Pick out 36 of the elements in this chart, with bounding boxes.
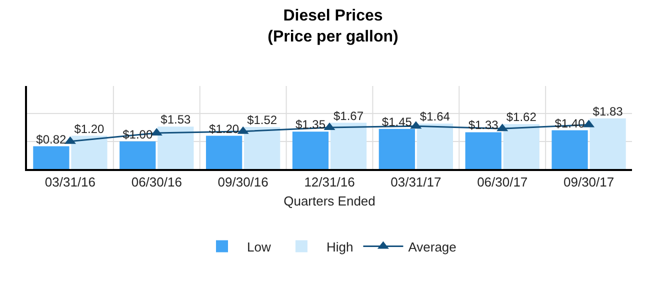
- bar: [503, 124, 540, 169]
- x-tick-label: 03/31/16: [44, 174, 96, 190]
- bar: [378, 128, 415, 169]
- data-label: $0.82: [36, 132, 67, 146]
- bar: [244, 126, 280, 169]
- data-label: $1.83: [592, 104, 624, 118]
- legend-label: High: [326, 239, 354, 254]
- x-tick-label: 12/31/16: [304, 174, 355, 190]
- bar: [465, 132, 502, 169]
- x-tick-label: 06/30/17: [477, 174, 528, 190]
- data-label: $1.62: [506, 110, 537, 124]
- legend-label: Low: [247, 239, 272, 254]
- x-tick-label: 09/30/17: [563, 174, 614, 190]
- x-tick-label: 03/31/17: [390, 174, 442, 190]
- chart-title: Diesel Prices (Price per gallon): [268, 8, 398, 46]
- bar: [552, 130, 588, 169]
- bar: [330, 122, 367, 169]
- x-axis-title: Quarters Ended: [284, 194, 376, 209]
- bar: [120, 141, 156, 169]
- x-tick-label: 09/30/16: [218, 174, 268, 190]
- data-label: $1.45: [382, 114, 412, 129]
- bar: [158, 126, 194, 169]
- bar: [590, 118, 626, 169]
- data-label: $1.52: [247, 112, 278, 127]
- bar: [33, 146, 70, 169]
- data-label: $1.20: [74, 122, 105, 136]
- legend-label: Average: [408, 239, 456, 254]
- data-label: $1.67: [333, 108, 364, 123]
- bar: [416, 124, 454, 169]
- x-tick-label: 06/30/16: [131, 174, 182, 190]
- bar: [292, 132, 329, 169]
- bar: [71, 136, 108, 169]
- data-label: $1.53: [160, 112, 191, 127]
- data-label: $1.64: [420, 110, 450, 124]
- bar: [206, 136, 242, 169]
- data-label: $1.35: [295, 118, 326, 132]
